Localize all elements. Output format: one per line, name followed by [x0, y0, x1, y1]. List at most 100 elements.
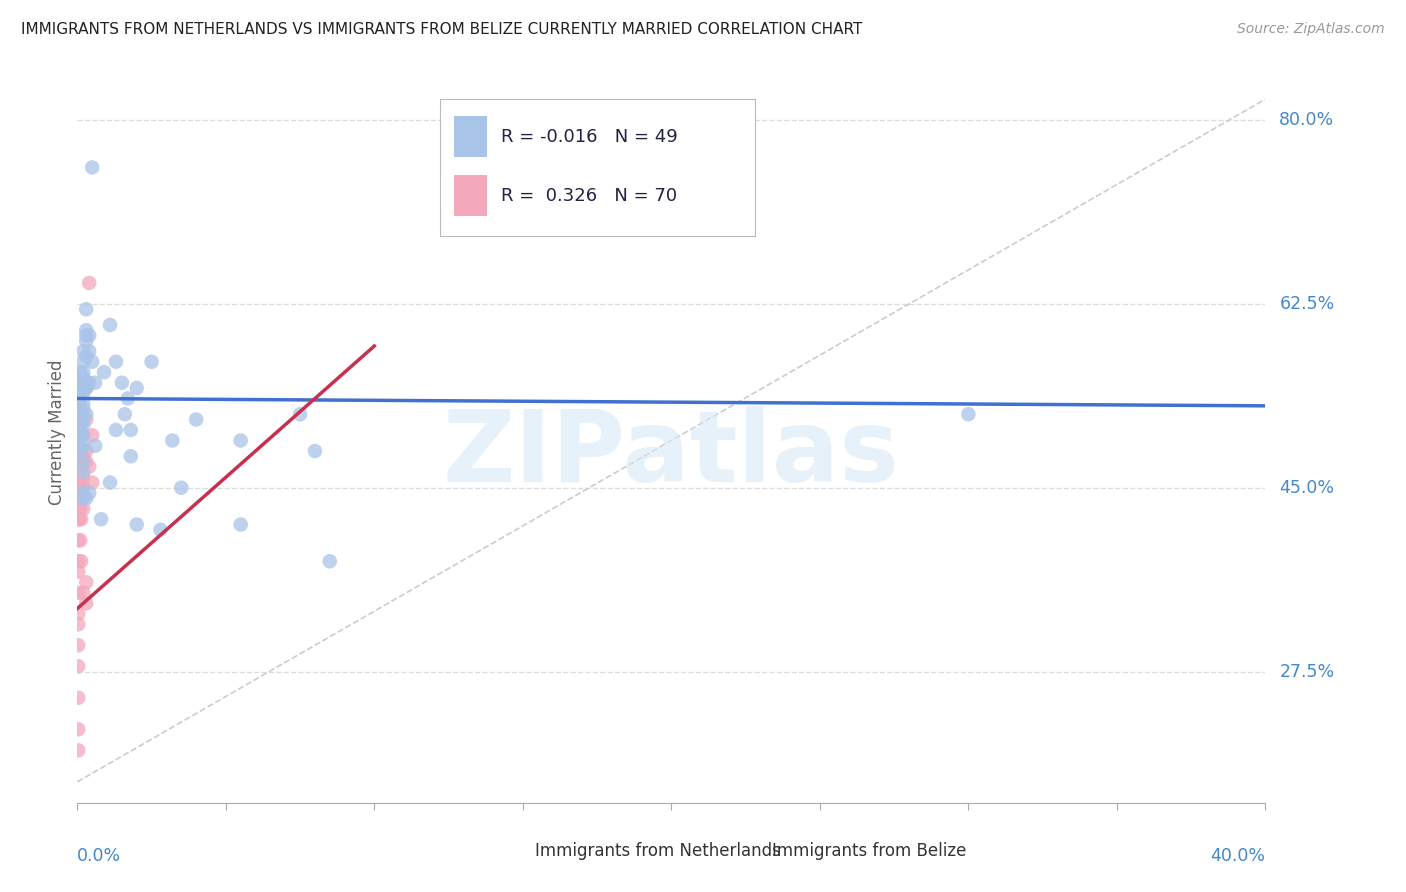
- Point: [67, 407, 90, 421]
- Point: [67, 533, 90, 548]
- Point: [67, 470, 90, 484]
- Point: [229, 434, 252, 448]
- Point: [72, 465, 94, 479]
- Point: [67, 475, 90, 490]
- Point: [67, 512, 90, 526]
- Point: [75, 596, 97, 610]
- FancyBboxPatch shape: [499, 838, 526, 863]
- Point: [69, 412, 91, 426]
- Point: [75, 454, 97, 468]
- Text: R = -0.016   N = 49: R = -0.016 N = 49: [502, 128, 678, 145]
- Point: [67, 449, 90, 463]
- Text: 40.0%: 40.0%: [1211, 847, 1265, 865]
- Point: [72, 370, 94, 384]
- Point: [82, 428, 104, 442]
- Point: [67, 459, 90, 474]
- FancyBboxPatch shape: [454, 116, 488, 157]
- Text: Immigrants from Belize: Immigrants from Belize: [772, 842, 967, 860]
- Point: [84, 376, 107, 390]
- Point: [72, 486, 94, 500]
- Point: [67, 690, 90, 705]
- Point: [149, 523, 172, 537]
- Point: [67, 407, 90, 421]
- Point: [93, 365, 115, 379]
- Text: 27.5%: 27.5%: [1279, 663, 1334, 681]
- Point: [600, 186, 623, 201]
- Point: [70, 512, 93, 526]
- Point: [69, 376, 91, 390]
- Point: [77, 486, 100, 500]
- Point: [69, 501, 91, 516]
- Point: [67, 501, 90, 516]
- Point: [69, 407, 91, 421]
- Point: [75, 491, 97, 506]
- Text: IMMIGRANTS FROM NETHERLANDS VS IMMIGRANTS FROM BELIZE CURRENTLY MARRIED CORRELAT: IMMIGRANTS FROM NETHERLANDS VS IMMIGRANT…: [21, 22, 862, 37]
- Point: [75, 381, 97, 395]
- Point: [75, 575, 97, 590]
- Point: [67, 417, 90, 432]
- Point: [111, 376, 134, 390]
- Point: [67, 392, 90, 406]
- Point: [72, 344, 94, 359]
- Point: [69, 392, 91, 406]
- Point: [162, 434, 184, 448]
- Point: [117, 392, 139, 406]
- Point: [67, 481, 90, 495]
- Point: [67, 376, 90, 390]
- Point: [67, 386, 90, 401]
- Point: [67, 402, 90, 417]
- Point: [90, 512, 112, 526]
- Point: [75, 376, 97, 390]
- Point: [69, 417, 91, 432]
- Text: R =  0.326   N = 70: R = 0.326 N = 70: [502, 186, 678, 204]
- Y-axis label: Currently Married: Currently Married: [48, 359, 66, 506]
- Point: [98, 318, 121, 332]
- Point: [120, 423, 142, 437]
- Point: [67, 439, 90, 453]
- Point: [72, 412, 94, 426]
- Point: [72, 586, 94, 600]
- Point: [67, 554, 90, 568]
- Point: [67, 402, 90, 417]
- Point: [104, 423, 127, 437]
- Point: [67, 617, 90, 632]
- Point: [77, 376, 100, 390]
- Text: ZIPatlas: ZIPatlas: [443, 407, 900, 503]
- Point: [67, 638, 90, 652]
- Point: [84, 439, 107, 453]
- Point: [75, 412, 97, 426]
- Point: [72, 491, 94, 506]
- Text: 62.5%: 62.5%: [1279, 295, 1334, 313]
- Point: [67, 376, 90, 390]
- Point: [67, 428, 90, 442]
- Point: [69, 381, 91, 395]
- Point: [125, 381, 148, 395]
- Point: [186, 412, 208, 426]
- Point: [70, 554, 93, 568]
- Point: [72, 470, 94, 484]
- Point: [125, 517, 148, 532]
- Point: [67, 386, 90, 401]
- Point: [77, 344, 100, 359]
- Point: [72, 386, 94, 401]
- Point: [75, 328, 97, 343]
- Text: 0.0%: 0.0%: [77, 847, 121, 865]
- Point: [67, 723, 90, 737]
- Point: [69, 381, 91, 395]
- Point: [229, 517, 252, 532]
- Point: [72, 402, 94, 417]
- Point: [67, 512, 90, 526]
- Point: [72, 397, 94, 411]
- Point: [75, 381, 97, 395]
- Point: [67, 397, 90, 411]
- Point: [82, 475, 104, 490]
- Point: [67, 607, 90, 621]
- Point: [72, 365, 94, 379]
- Point: [67, 586, 90, 600]
- Point: [304, 444, 326, 458]
- Point: [98, 475, 121, 490]
- Point: [288, 407, 311, 421]
- FancyBboxPatch shape: [454, 175, 488, 216]
- Point: [114, 407, 136, 421]
- Point: [67, 659, 90, 673]
